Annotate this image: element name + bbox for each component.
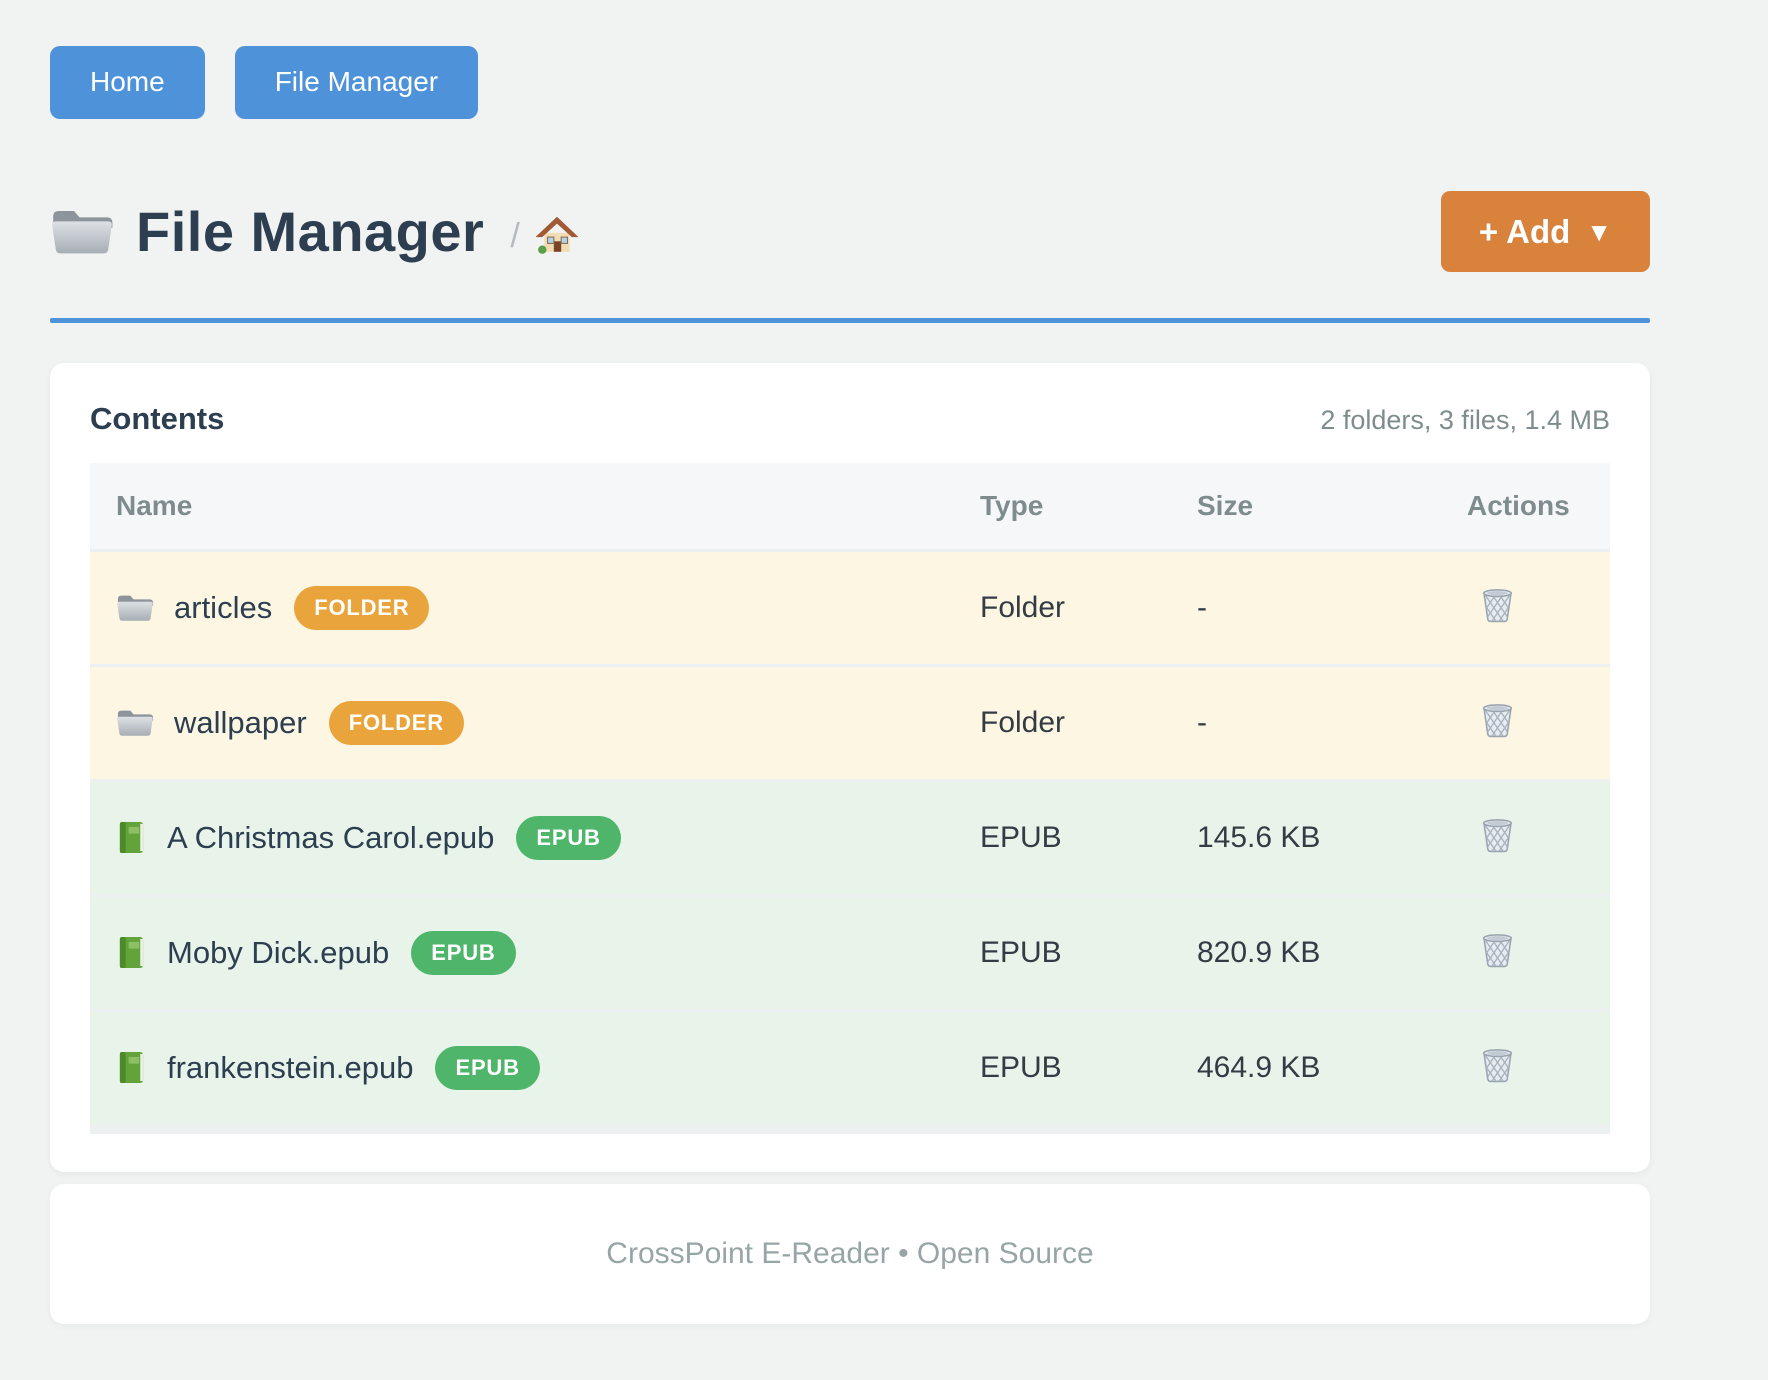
type-badge: FOLDER — [294, 585, 430, 630]
trash-icon[interactable] — [1481, 1047, 1514, 1084]
top-nav: Home File Manager — [50, 0, 1650, 119]
footer: CrossPoint E-Reader • Open Source — [50, 1183, 1650, 1324]
table-row: frankenstein.epub EPUB EPUB 464.9 KB — [90, 1011, 1610, 1124]
book-icon — [116, 935, 147, 970]
type-badge: EPUB — [435, 1045, 540, 1090]
page-title: File Manager — [136, 199, 485, 263]
trash-icon[interactable] — [1481, 702, 1514, 739]
page-container: Home File Manager File Manager / + Add ▼… — [50, 0, 1650, 1324]
contents-card: Contents 2 folders, 3 files, 1.4 MB Name… — [50, 362, 1650, 1172]
table-row: wallpaper FOLDER Folder - — [90, 666, 1610, 779]
file-link[interactable]: wallpaper FOLDER — [90, 700, 980, 745]
actions-cell — [1467, 587, 1610, 629]
contents-summary: 2 folders, 3 files, 1.4 MB — [1320, 404, 1610, 435]
contents-heading: Contents — [90, 400, 225, 436]
file-link[interactable]: articles FOLDER — [90, 585, 980, 630]
file-name: Moby Dick.epub — [167, 934, 390, 970]
title-divider — [50, 317, 1650, 323]
actions-cell — [1467, 932, 1610, 974]
type-cell: EPUB — [980, 1050, 1062, 1084]
chevron-down-icon: ▼ — [1586, 217, 1612, 248]
home-button[interactable]: Home — [50, 46, 205, 119]
file-name: A Christmas Carol.epub — [167, 819, 495, 855]
trash-icon[interactable] — [1481, 817, 1514, 854]
column-header-name: Name — [116, 489, 193, 521]
contents-card-header: Contents 2 folders, 3 files, 1.4 MB — [90, 401, 1610, 437]
add-button-label: + Add — [1478, 212, 1571, 250]
size-cell: 820.9 KB — [1197, 935, 1321, 969]
size-cell: - — [1197, 705, 1207, 739]
table-row: articles FOLDER Folder - — [90, 551, 1610, 664]
actions-cell — [1467, 1047, 1610, 1089]
file-name: frankenstein.epub — [167, 1049, 414, 1085]
column-header-size: Size — [1197, 489, 1254, 521]
type-cell: EPUB — [980, 820, 1062, 854]
file-table: Name Type Size Actions articles FOLDER F… — [90, 462, 1610, 1134]
actions-cell — [1467, 702, 1610, 744]
page-header: File Manager / + Add ▼ — [50, 190, 1650, 272]
column-header-actions: Actions — [1467, 489, 1570, 521]
home-icon[interactable] — [536, 215, 578, 255]
table-row: Moby Dick.epub EPUB EPUB 820.9 KB — [90, 896, 1610, 1009]
folder-icon — [50, 205, 114, 257]
book-icon — [116, 1050, 147, 1085]
file-link[interactable]: Moby Dick.epub EPUB — [90, 930, 980, 975]
file-name: wallpaper — [174, 704, 307, 740]
column-header-type: Type — [980, 489, 1044, 521]
folder-icon — [116, 592, 154, 623]
trash-icon[interactable] — [1481, 587, 1514, 624]
size-cell: 464.9 KB — [1197, 1050, 1321, 1084]
actions-cell — [1467, 817, 1610, 859]
file-link[interactable]: A Christmas Carol.epub EPUB — [90, 815, 980, 860]
table-row: A Christmas Carol.epub EPUB EPUB 145.6 K… — [90, 781, 1610, 894]
breadcrumb-separator: / — [510, 216, 520, 255]
type-cell: Folder — [980, 590, 1066, 624]
type-badge: FOLDER — [328, 700, 464, 745]
folder-icon — [116, 707, 154, 738]
file-link[interactable]: frankenstein.epub EPUB — [90, 1045, 980, 1090]
table-header-row: Name Type Size Actions — [90, 462, 1610, 549]
type-cell: EPUB — [980, 935, 1062, 969]
title-group: File Manager / — [50, 199, 578, 264]
type-badge: EPUB — [516, 815, 621, 860]
size-cell: 145.6 KB — [1197, 820, 1321, 854]
footer-text: CrossPoint E-Reader • Open Source — [606, 1236, 1094, 1270]
type-cell: Folder — [980, 705, 1066, 739]
file-name: articles — [174, 589, 273, 625]
book-icon — [116, 820, 147, 855]
add-button[interactable]: + Add ▼ — [1440, 190, 1650, 272]
file-manager-button[interactable]: File Manager — [234, 46, 479, 119]
size-cell: - — [1197, 590, 1207, 624]
trash-icon[interactable] — [1481, 932, 1514, 969]
type-badge: EPUB — [411, 930, 516, 975]
